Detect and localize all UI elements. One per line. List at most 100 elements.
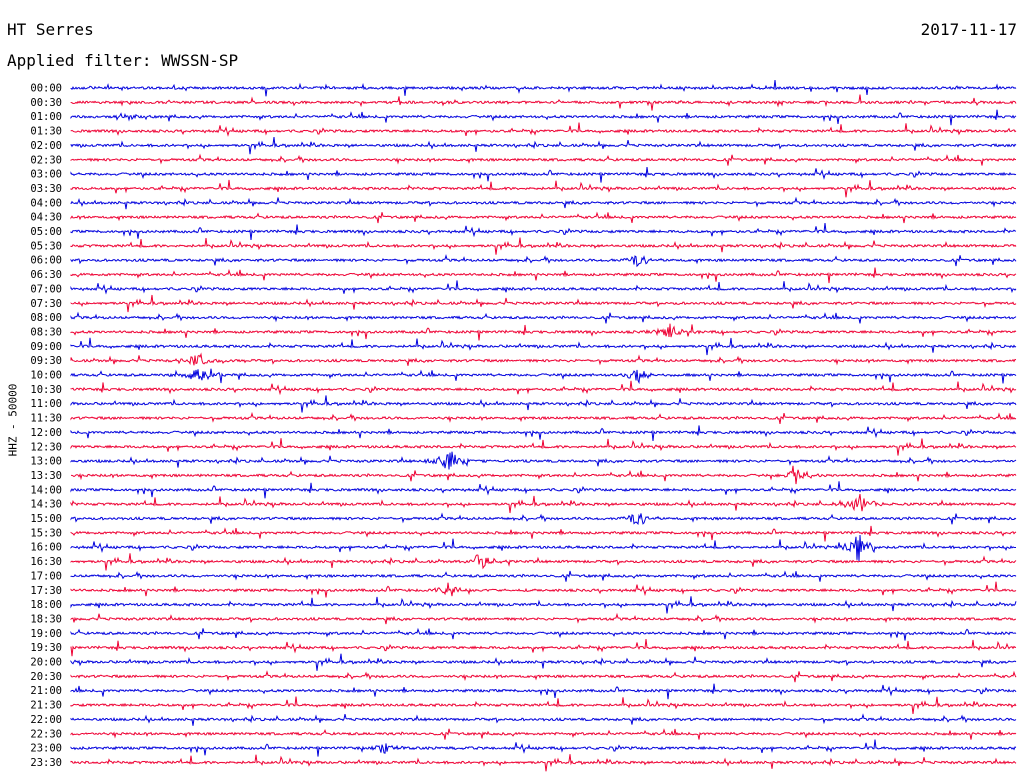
trace-line	[70, 179, 1016, 198]
trace-line	[70, 481, 1017, 499]
row-time-label: 14:30	[30, 499, 62, 511]
trace-line	[70, 323, 1017, 341]
row-time-label: 19:30	[30, 642, 62, 654]
trace-line	[70, 627, 1017, 641]
trace-line	[70, 254, 1017, 268]
trace-line	[70, 211, 1017, 224]
trace-line	[70, 411, 1017, 424]
row-time-label: 04:30	[30, 212, 62, 224]
trace-line	[70, 438, 1017, 456]
trace-line	[70, 534, 1016, 562]
row-time-label: 02:30	[30, 154, 62, 166]
trace-line	[70, 80, 1017, 97]
trace-line	[70, 653, 1017, 671]
trace-line	[70, 222, 1017, 241]
row-time-label: 05:00	[30, 226, 62, 238]
row-time-label: 17:00	[30, 570, 62, 582]
trace-line	[70, 670, 1017, 683]
row-time-label: 03:00	[30, 169, 62, 181]
row-time-label: 02:00	[30, 140, 62, 152]
row-time-label: 06:30	[30, 269, 62, 281]
row-time-label: 06:00	[30, 255, 62, 267]
trace-line	[70, 451, 1017, 470]
trace-line	[70, 352, 1017, 366]
date-label: 2017-11-17	[920, 20, 1017, 39]
trace-line	[70, 425, 1017, 441]
trace-line	[70, 380, 1017, 396]
trace-line	[70, 368, 1017, 385]
row-time-label: 11:30	[30, 413, 62, 425]
row-time-label: 15:00	[30, 513, 62, 525]
trace-line	[70, 713, 1017, 726]
row-time-label: 11:00	[30, 398, 62, 410]
trace-line	[70, 311, 1017, 324]
row-time-label: 13:00	[30, 456, 62, 468]
row-time-label: 08:00	[30, 312, 62, 324]
trace-line	[70, 612, 1016, 625]
trace-line	[70, 237, 1017, 255]
trace-line	[70, 754, 1017, 772]
trace-line	[70, 596, 1017, 614]
row-time-label: 10:00	[30, 370, 62, 382]
row-time-label: 22:30	[30, 728, 62, 740]
trace-line	[70, 728, 1017, 740]
row-time-label: 10:30	[30, 384, 62, 396]
trace-line	[70, 493, 1017, 514]
trace-line	[70, 280, 1017, 295]
trace-line	[70, 267, 1017, 284]
row-time-label: 01:30	[30, 126, 62, 138]
row-time-label: 18:30	[30, 613, 62, 625]
trace-line	[70, 122, 1017, 137]
row-time-label: 00:00	[30, 83, 62, 95]
row-time-label: 09:00	[30, 341, 62, 353]
trace-line	[70, 581, 1017, 598]
trace-line	[70, 553, 1017, 571]
row-time-label: 23:30	[30, 757, 62, 769]
row-time-label: 16:00	[30, 542, 62, 554]
trace-line	[70, 137, 1017, 155]
row-time-label: 14:00	[30, 484, 62, 496]
trace-line	[71, 465, 1017, 485]
trace-line	[70, 696, 1017, 714]
trace-line	[70, 153, 1017, 166]
row-time-label: 09:30	[30, 355, 62, 367]
station-title: HT Serres	[7, 20, 94, 39]
trace-line	[70, 109, 1017, 126]
row-time-label: 20:00	[30, 657, 62, 669]
trace-line	[70, 294, 1017, 313]
trace-line	[70, 337, 1017, 356]
row-time-label: 08:30	[30, 326, 62, 338]
row-time-label: 22:00	[30, 714, 62, 726]
row-time-label: 00:30	[30, 97, 62, 109]
row-time-label: 01:00	[30, 111, 62, 123]
trace-line	[70, 525, 1017, 542]
trace-line	[70, 739, 1017, 757]
trace-line	[70, 196, 1017, 210]
row-time-label: 21:30	[30, 700, 62, 712]
row-time-label: 13:30	[30, 470, 62, 482]
row-time-label: 19:00	[30, 628, 62, 640]
trace-line	[70, 167, 1017, 183]
row-time-label: 21:00	[30, 685, 62, 697]
row-time-label: 23:00	[30, 743, 62, 755]
row-time-label: 07:00	[30, 283, 62, 295]
row-time-label: 16:30	[30, 556, 62, 568]
trace-line	[70, 395, 1017, 413]
row-time-label: 18:00	[30, 599, 62, 611]
row-time-label: 05:30	[30, 240, 62, 252]
trace-line	[70, 94, 1017, 111]
trace-line	[70, 512, 1017, 526]
row-time-label: 03:30	[30, 183, 62, 195]
row-time-label: 12:00	[30, 427, 62, 439]
trace-line	[70, 570, 1017, 582]
row-time-label: 12:30	[30, 441, 62, 453]
row-time-label: 17:30	[30, 585, 62, 597]
row-time-label: 07:30	[30, 298, 62, 310]
trace-line	[70, 683, 1017, 700]
trace-line	[70, 639, 1017, 657]
row-time-label: 20:30	[30, 671, 62, 683]
row-time-label: 15:30	[30, 527, 62, 539]
row-time-label: 04:00	[30, 197, 62, 209]
filter-label: Applied filter: WWSSN-SP	[7, 51, 239, 70]
